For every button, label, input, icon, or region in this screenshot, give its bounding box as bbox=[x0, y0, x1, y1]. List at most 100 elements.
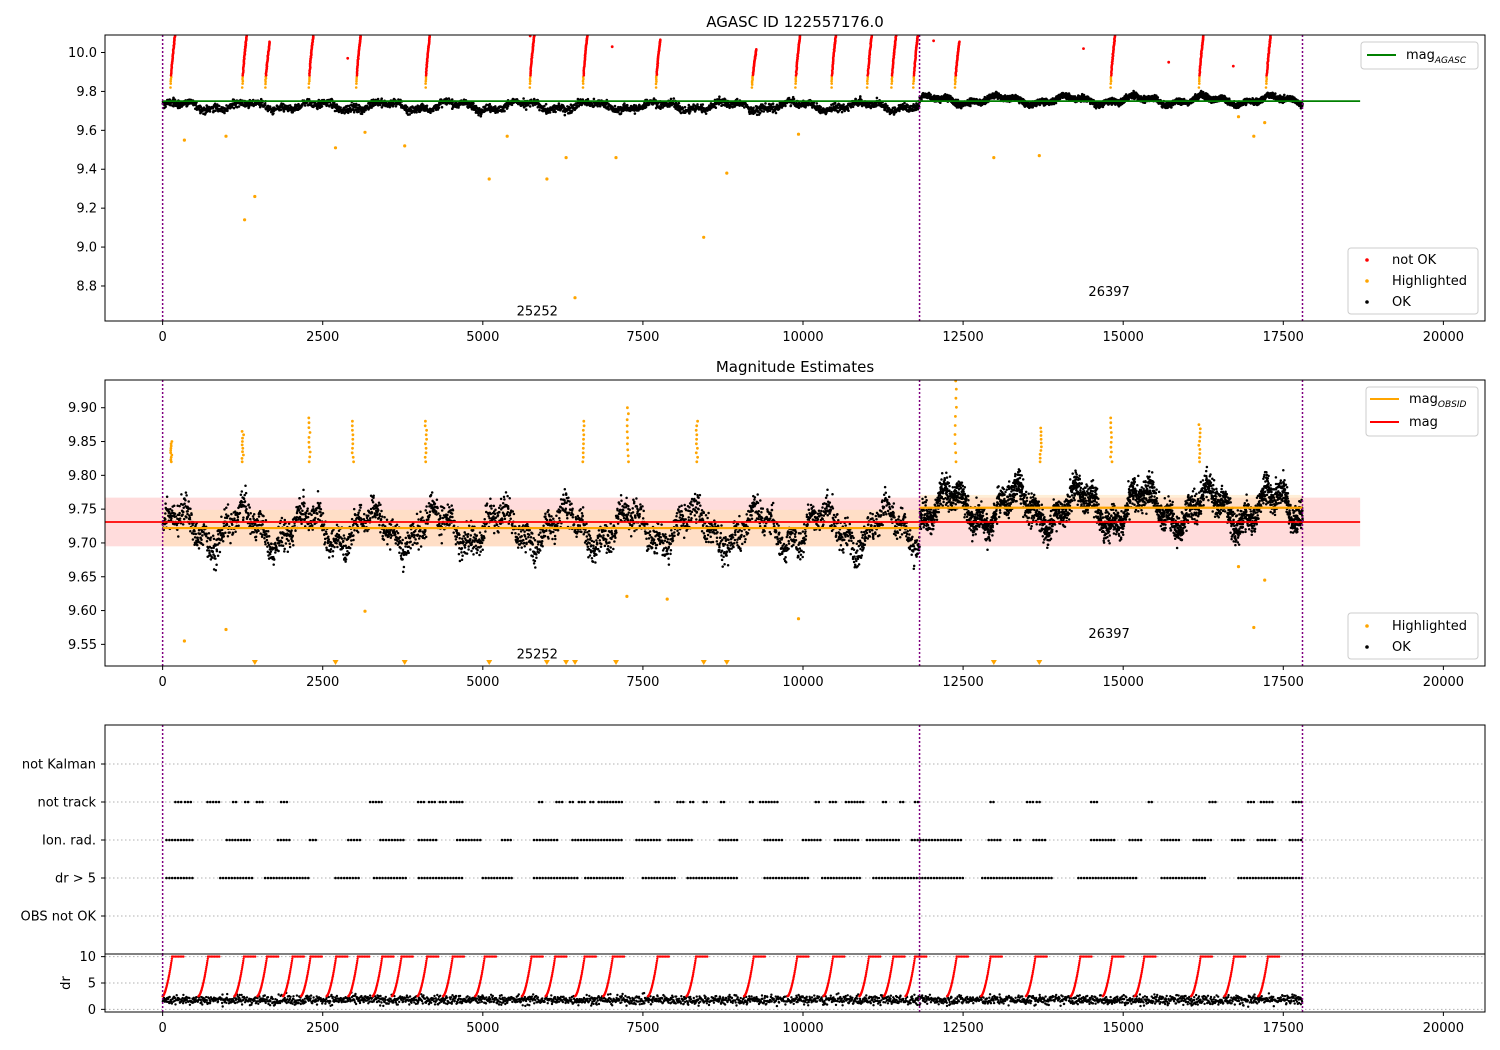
ok-point bbox=[388, 105, 392, 109]
ok-point bbox=[316, 107, 319, 111]
ok-point bbox=[538, 108, 541, 112]
ok-point bbox=[348, 104, 351, 108]
ok-point bbox=[259, 97, 263, 101]
ok-point bbox=[619, 112, 623, 115]
ok-point bbox=[226, 109, 229, 113]
ok-point bbox=[164, 105, 167, 108]
ok-point bbox=[701, 103, 705, 106]
ok-point bbox=[506, 106, 509, 110]
ok-point bbox=[494, 105, 497, 108]
ok-point bbox=[214, 109, 217, 112]
ok-point bbox=[626, 103, 629, 107]
ok-point bbox=[397, 98, 400, 101]
ok-point bbox=[548, 111, 552, 114]
ok-point bbox=[307, 98, 311, 101]
ok-point bbox=[429, 111, 432, 114]
ok-point bbox=[784, 104, 787, 108]
ok-point bbox=[681, 106, 684, 110]
ok-point bbox=[199, 105, 203, 109]
ok-point bbox=[346, 111, 350, 115]
ok-point bbox=[415, 111, 418, 114]
ok-point bbox=[320, 105, 324, 108]
ok-point bbox=[362, 110, 366, 114]
ok-point bbox=[929, 93, 932, 96]
ok-point bbox=[437, 106, 441, 109]
ok-point bbox=[1156, 96, 1160, 99]
ok-point bbox=[232, 106, 236, 110]
ok-point bbox=[432, 109, 435, 112]
ok-point bbox=[477, 113, 480, 117]
ok-point bbox=[479, 115, 483, 118]
ok-point bbox=[379, 103, 382, 107]
ok-point bbox=[376, 97, 380, 101]
ok-point bbox=[355, 103, 359, 107]
ok-point bbox=[613, 104, 617, 108]
ok-point bbox=[554, 110, 557, 114]
ok-point bbox=[762, 110, 766, 113]
ok-point bbox=[279, 108, 283, 112]
ok-point bbox=[764, 102, 767, 105]
ok-point bbox=[543, 104, 546, 108]
ok-point bbox=[687, 103, 691, 107]
not-ok-spike-point bbox=[169, 82, 172, 85]
ok-point bbox=[503, 109, 506, 113]
ok-point bbox=[815, 102, 819, 105]
ok-point bbox=[557, 102, 561, 105]
ok-point bbox=[352, 102, 356, 106]
ok-point bbox=[358, 105, 362, 108]
ok-point bbox=[217, 104, 221, 108]
ok-point bbox=[247, 105, 251, 108]
ok-point bbox=[425, 104, 429, 108]
ok-point bbox=[696, 103, 699, 106]
not-ok-spike-point bbox=[169, 86, 172, 89]
ok-point bbox=[886, 104, 889, 108]
ok-point bbox=[859, 95, 862, 98]
ok-point bbox=[405, 105, 409, 109]
ok-point bbox=[842, 103, 845, 106]
ok-point bbox=[408, 113, 412, 116]
ok-point bbox=[488, 102, 492, 106]
ok-point bbox=[394, 105, 398, 108]
ok-point bbox=[633, 112, 637, 115]
ok-point bbox=[479, 112, 483, 116]
ok-point bbox=[875, 96, 879, 100]
ok-point bbox=[330, 103, 333, 106]
ok-point bbox=[735, 97, 739, 101]
ok-point bbox=[418, 110, 422, 114]
ok-point bbox=[380, 97, 384, 100]
ok-point bbox=[792, 97, 796, 101]
ok-point bbox=[1170, 106, 1173, 109]
ok-point bbox=[847, 109, 850, 112]
ok-point bbox=[843, 109, 846, 113]
ok-point bbox=[833, 101, 837, 105]
ok-point bbox=[360, 112, 364, 116]
ok-point bbox=[332, 101, 336, 105]
ok-point bbox=[704, 112, 708, 115]
ok-point bbox=[391, 105, 395, 108]
ok-point bbox=[440, 105, 444, 109]
ok-point bbox=[647, 103, 651, 106]
ok-point bbox=[528, 105, 532, 108]
ok-point bbox=[590, 102, 594, 105]
ok-point bbox=[1283, 93, 1286, 97]
ok-point bbox=[644, 105, 648, 109]
ok-point bbox=[441, 101, 445, 105]
ok-point bbox=[472, 101, 475, 105]
ok-point bbox=[893, 106, 897, 109]
ok-point bbox=[683, 105, 687, 109]
ok-point bbox=[714, 106, 718, 109]
ok-point bbox=[689, 110, 692, 113]
ok-point bbox=[380, 106, 384, 109]
ok-point bbox=[571, 109, 574, 113]
ok-point bbox=[370, 106, 373, 109]
ok-point bbox=[851, 105, 855, 109]
ok-point bbox=[543, 107, 547, 111]
ok-point bbox=[677, 101, 681, 105]
ok-point bbox=[592, 97, 596, 101]
ok-point bbox=[301, 104, 304, 107]
ok-point bbox=[773, 109, 777, 112]
ok-point bbox=[216, 103, 219, 106]
ok-point bbox=[840, 110, 844, 114]
